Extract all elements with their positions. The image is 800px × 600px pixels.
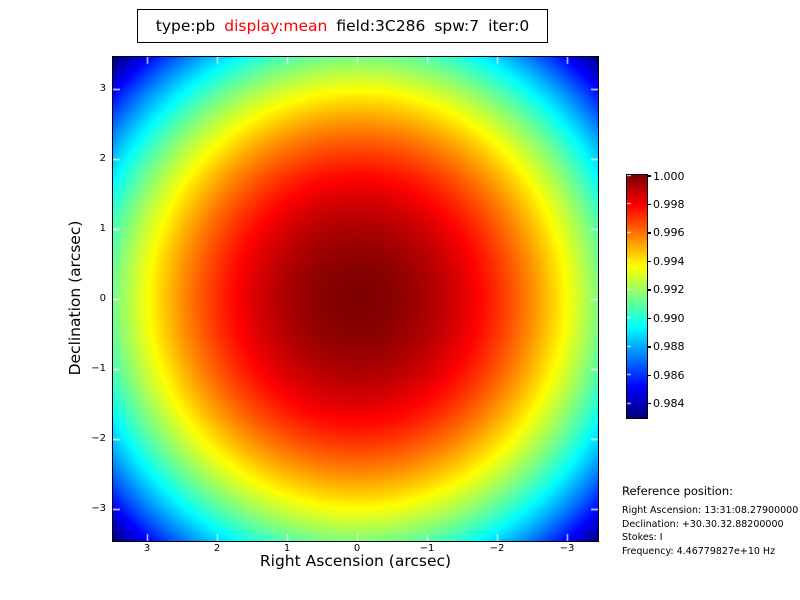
- reference-line: Frequency: 4.46779827e+10 Hz: [622, 545, 776, 557]
- title-segment: type:pb: [155, 17, 216, 35]
- title-segment: iter:0: [488, 17, 530, 35]
- x-tick-label: 1: [283, 543, 291, 554]
- colorbar-tick-label: 0.990: [653, 311, 685, 325]
- y-tick-label: 1: [99, 222, 106, 234]
- plot-title-box: type:pb display:mean field:3C286 spw:7 iter:…: [137, 9, 548, 43]
- reference-position-block: Right Ascension: 13:31:08.27900000 Declin…: [622, 504, 798, 558]
- reference-position-heading: Reference position:: [622, 484, 733, 498]
- x-tick-label: 2: [213, 543, 221, 554]
- reference-line: Stokes: I: [622, 532, 663, 544]
- title-segment: field:3C286: [336, 17, 426, 35]
- y-tick-label: 0: [99, 292, 106, 304]
- colorbar-tick: [647, 317, 651, 320]
- y-tick-label: −3: [91, 502, 106, 514]
- colorbar-tick-label: 0.984: [653, 397, 685, 411]
- colorbar-tick: [647, 175, 651, 177]
- x-tick-label: 3: [143, 543, 151, 554]
- colorbar-tick-label: 0.998: [653, 197, 685, 211]
- y-tick-label: −1: [91, 362, 106, 374]
- colorbar-gradient-canvas: [627, 175, 647, 418]
- y-tick-label: 3: [99, 82, 106, 94]
- x-axis-label: Right Ascension (arcsec): [259, 552, 452, 570]
- colorbar-tick-label: 1.000: [653, 169, 685, 183]
- y-tick-label: 2: [99, 152, 106, 164]
- colorbar-tick: [647, 260, 651, 263]
- x-tick-label: 0: [353, 543, 361, 554]
- colorbar-tick-label: 0.986: [653, 368, 685, 382]
- title-segment: display:mean: [224, 17, 328, 35]
- colorbar-tick-label: 0.988: [653, 340, 685, 354]
- colorbar-tick-label: 0.992: [653, 283, 685, 297]
- colorbar-tick: [647, 232, 651, 234]
- x-tick-label: −2: [489, 543, 505, 554]
- beam-heatmap-canvas: [112, 56, 598, 541]
- x-tick-label: −3: [559, 543, 575, 554]
- colorbar-tick: [647, 374, 651, 376]
- reference-line: Right Ascension: 13:31:08.27900000: [622, 505, 799, 516]
- colorbar-tick: [647, 346, 651, 348]
- plot-area: [111, 55, 599, 542]
- title-segment: spw:7: [434, 17, 480, 35]
- colorbar-tick-label: 0.996: [653, 226, 685, 240]
- colorbar-tick-label: 0.994: [653, 254, 685, 268]
- colorbar-tick: [647, 203, 651, 206]
- x-tick-label: −1: [419, 543, 435, 554]
- colorbar-tick: [647, 289, 651, 291]
- reference-line: Declination: +30.30.32.88200000: [622, 518, 784, 530]
- y-tick-label: −2: [91, 432, 106, 444]
- colorbar: [626, 174, 648, 419]
- colorbar-tick: [647, 403, 651, 405]
